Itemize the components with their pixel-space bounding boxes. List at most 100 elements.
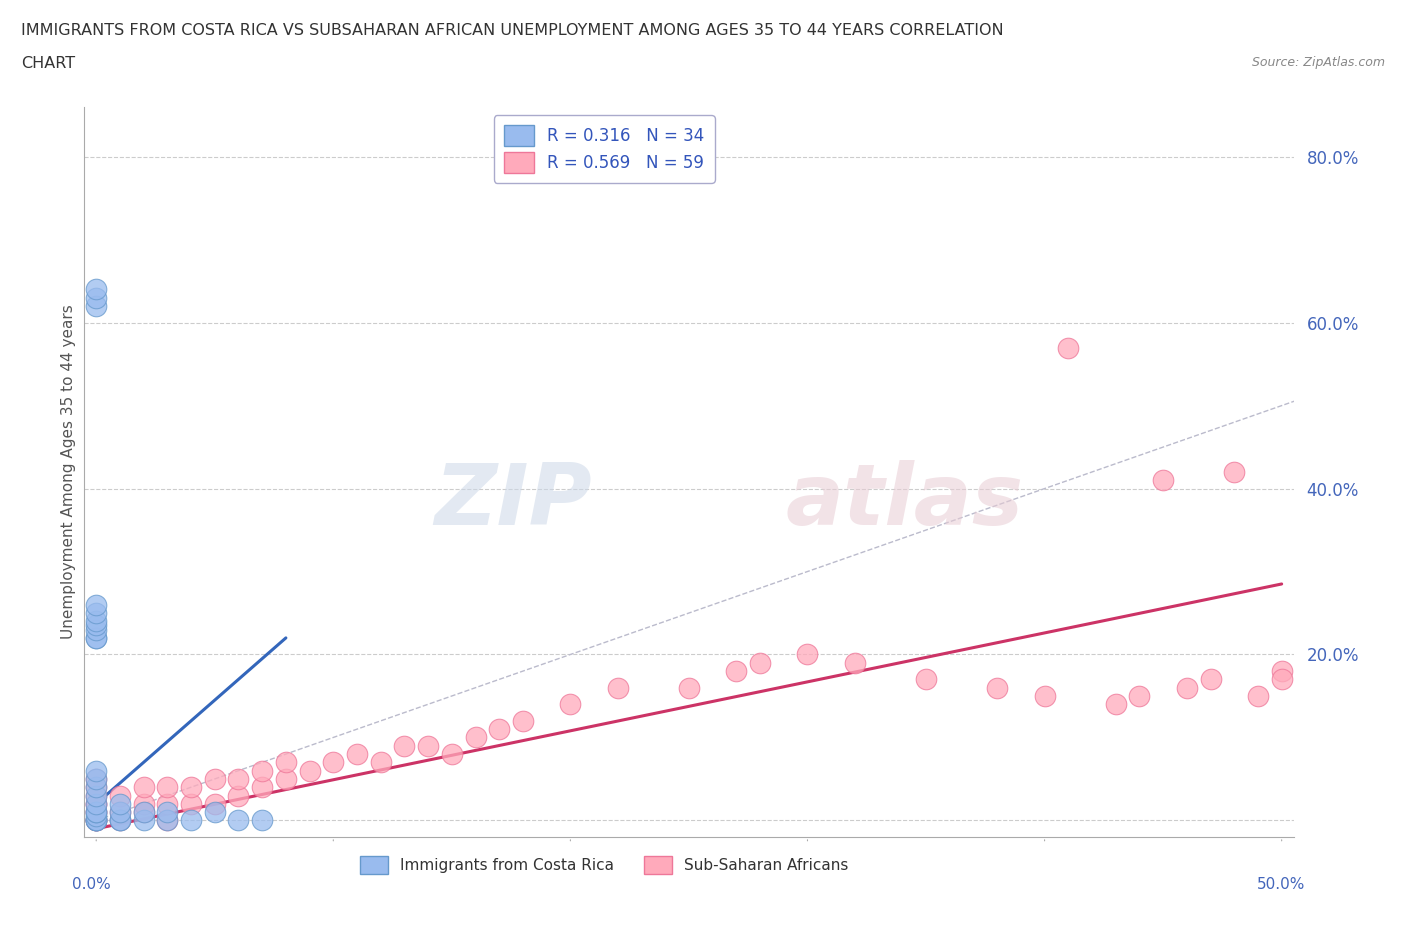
Legend: Immigrants from Costa Rica, Sub-Saharan Africans: Immigrants from Costa Rica, Sub-Saharan … xyxy=(354,850,855,881)
Point xyxy=(132,779,155,794)
Point xyxy=(156,804,179,819)
Point xyxy=(394,738,416,753)
Point xyxy=(84,779,107,794)
Point xyxy=(346,747,368,762)
Point xyxy=(108,813,131,828)
Point xyxy=(1033,688,1056,703)
Point xyxy=(108,813,131,828)
Point xyxy=(606,680,628,695)
Text: Source: ZipAtlas.com: Source: ZipAtlas.com xyxy=(1251,56,1385,69)
Point xyxy=(84,813,107,828)
Point xyxy=(84,597,107,612)
Text: IMMIGRANTS FROM COSTA RICA VS SUBSAHARAN AFRICAN UNEMPLOYMENT AMONG AGES 35 TO 4: IMMIGRANTS FROM COSTA RICA VS SUBSAHARAN… xyxy=(21,23,1004,38)
Point xyxy=(84,290,107,305)
Point xyxy=(560,697,582,711)
Point xyxy=(84,788,107,803)
Point xyxy=(84,282,107,297)
Point xyxy=(84,299,107,313)
Point xyxy=(488,722,510,737)
Point xyxy=(1105,697,1128,711)
Point xyxy=(84,804,107,819)
Point xyxy=(132,796,155,811)
Point xyxy=(749,656,772,671)
Point xyxy=(725,664,748,679)
Text: ZIP: ZIP xyxy=(434,459,592,543)
Point xyxy=(84,772,107,787)
Point xyxy=(84,804,107,819)
Point xyxy=(228,788,250,803)
Point xyxy=(156,813,179,828)
Point xyxy=(915,672,938,687)
Point xyxy=(132,804,155,819)
Point xyxy=(132,804,155,819)
Point xyxy=(108,804,131,819)
Point xyxy=(156,779,179,794)
Point xyxy=(1128,688,1150,703)
Point xyxy=(84,772,107,787)
Point xyxy=(108,813,131,828)
Text: 50.0%: 50.0% xyxy=(1257,877,1306,892)
Point xyxy=(298,764,321,778)
Point xyxy=(1223,465,1246,480)
Point xyxy=(228,772,250,787)
Point xyxy=(84,813,107,828)
Point xyxy=(132,813,155,828)
Point xyxy=(84,614,107,629)
Point xyxy=(84,631,107,645)
Point xyxy=(228,813,250,828)
Point xyxy=(84,813,107,828)
Point xyxy=(156,813,179,828)
Point xyxy=(84,796,107,811)
Point xyxy=(274,772,297,787)
Text: atlas: atlas xyxy=(786,459,1024,543)
Point xyxy=(180,779,202,794)
Point xyxy=(464,730,486,745)
Point xyxy=(844,656,866,671)
Point xyxy=(1057,340,1080,355)
Point xyxy=(250,813,273,828)
Point xyxy=(84,779,107,794)
Point xyxy=(250,764,273,778)
Point xyxy=(108,796,131,811)
Point xyxy=(678,680,700,695)
Text: 0.0%: 0.0% xyxy=(72,877,111,892)
Point xyxy=(180,813,202,828)
Point xyxy=(204,772,226,787)
Point xyxy=(84,618,107,633)
Point xyxy=(440,747,463,762)
Point xyxy=(1271,672,1294,687)
Point xyxy=(1152,472,1174,487)
Point xyxy=(370,755,392,770)
Point xyxy=(84,788,107,803)
Point xyxy=(986,680,1008,695)
Point xyxy=(84,813,107,828)
Point xyxy=(1175,680,1198,695)
Point xyxy=(1271,664,1294,679)
Point xyxy=(84,813,107,828)
Point xyxy=(84,631,107,645)
Point xyxy=(84,804,107,819)
Text: CHART: CHART xyxy=(21,56,75,71)
Point xyxy=(204,804,226,819)
Point xyxy=(108,804,131,819)
Point xyxy=(84,796,107,811)
Point xyxy=(84,764,107,778)
Point xyxy=(84,622,107,637)
Point xyxy=(84,605,107,620)
Point xyxy=(250,779,273,794)
Point xyxy=(108,788,131,803)
Point xyxy=(204,796,226,811)
Point xyxy=(512,713,534,728)
Point xyxy=(84,796,107,811)
Point xyxy=(84,809,107,824)
Point xyxy=(84,813,107,828)
Point xyxy=(84,813,107,828)
Point xyxy=(1199,672,1222,687)
Point xyxy=(156,796,179,811)
Point xyxy=(322,755,344,770)
Point xyxy=(418,738,440,753)
Point xyxy=(1247,688,1270,703)
Point xyxy=(180,796,202,811)
Point xyxy=(274,755,297,770)
Point xyxy=(796,647,818,662)
